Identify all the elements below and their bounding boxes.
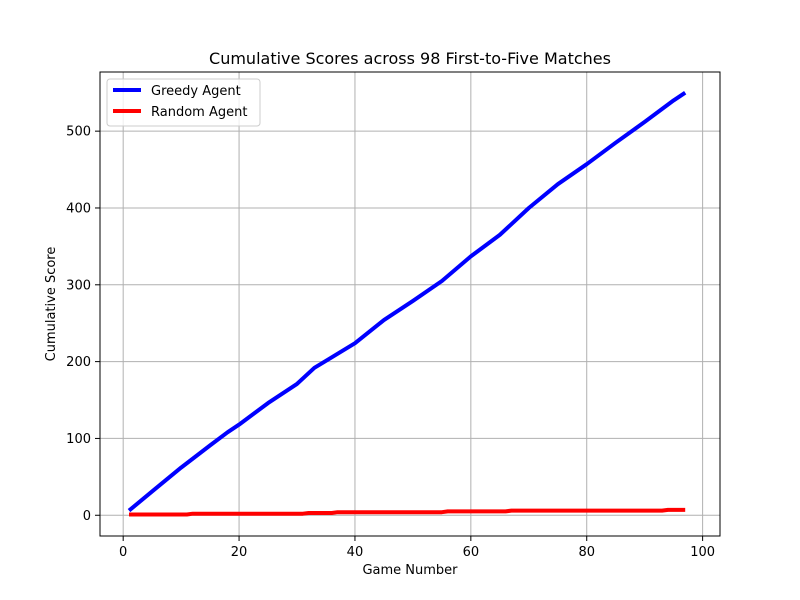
y-tick-label: 0 (83, 509, 91, 524)
plot-frame (99, 71, 721, 537)
grid (100, 72, 720, 536)
x-tick-label: 0 (119, 545, 127, 560)
x-tick-label: 40 (347, 545, 364, 560)
legend-box (106, 78, 261, 127)
legend-label-random: Random Agent (151, 105, 247, 120)
legend-label-greedy: Greedy Agent (151, 84, 241, 99)
y-axis-label: Cumulative Score (44, 247, 59, 362)
y-tick-label: 200 (66, 355, 91, 370)
y-tick-label: 500 (66, 125, 91, 140)
chart-title: Cumulative Scores across 98 First-to-Fiv… (209, 49, 611, 68)
series-line-random-agent (129, 507, 686, 517)
legend: Greedy Agent Random Agent (106, 78, 261, 127)
y-tick-label: 100 (66, 432, 91, 447)
x-tick-label: 20 (231, 545, 248, 560)
x-axis-label: Game Number (362, 563, 458, 578)
x-tick-label: 60 (463, 545, 480, 560)
x-tick-label: 80 (578, 545, 595, 560)
series-layer (127, 91, 687, 517)
series-line-greedy-agent (127, 91, 687, 513)
y-tick-label: 300 (66, 278, 91, 293)
x-tick-label: 100 (690, 545, 715, 560)
ticks: 0 20 40 60 80 100 0 100 200 300 400 500 (66, 125, 715, 560)
y-tick-label: 400 (66, 201, 91, 216)
